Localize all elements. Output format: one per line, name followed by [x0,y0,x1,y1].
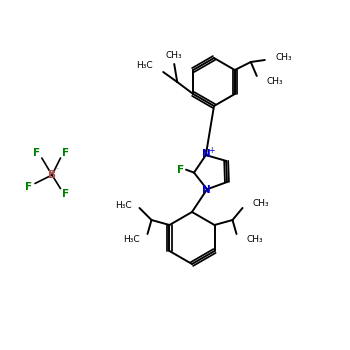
Text: N: N [202,185,210,195]
Text: CH₃: CH₃ [276,52,292,62]
Text: CH₃: CH₃ [267,77,284,85]
Text: H₃C: H₃C [136,62,153,70]
Text: CH₃: CH₃ [246,234,263,244]
Text: H₃C: H₃C [123,234,140,244]
Text: N: N [202,149,211,159]
Text: F: F [33,148,40,158]
Text: F: F [62,189,69,198]
Text: F: F [26,182,33,192]
Text: CH₃: CH₃ [252,199,269,209]
Text: CH₃: CH₃ [166,51,183,61]
Text: F: F [177,164,184,175]
Text: +: + [209,146,215,155]
Text: H₃C: H₃C [115,201,132,210]
Text: B: B [48,170,56,180]
Text: F: F [62,148,69,158]
Text: ⁻: ⁻ [55,166,59,175]
